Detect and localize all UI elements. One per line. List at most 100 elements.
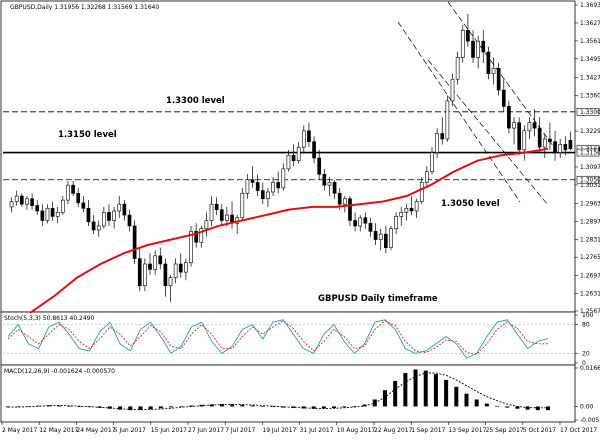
candle-body-102: [532, 122, 537, 129]
channel-line-lower: [427, 59, 549, 206]
price-tick-label-6: 1.33000: [580, 109, 600, 116]
candle-body-77: [404, 207, 409, 213]
level-1-3300-label: 1.3300 level: [166, 96, 225, 106]
candle-body-30: [163, 263, 168, 287]
candle-body-81: [425, 171, 429, 183]
price-tick-label-14: 1.28970: [580, 218, 600, 225]
candle-body-62: [327, 182, 332, 186]
price-tick-label-11: 1.30500: [580, 177, 600, 184]
price-tick-label-2: 1.35610: [580, 38, 600, 45]
price-tick-box-6: [576, 108, 600, 116]
candle-body-13: [76, 193, 81, 204]
candle-body-6: [40, 210, 45, 221]
level-1-3050-label: 1.3050 level: [441, 199, 500, 209]
macd-bar-48: [495, 405, 500, 407]
candle-body-36: [194, 231, 198, 243]
price-tick-box-9: [576, 148, 600, 157]
macd-axis: 0.016647 0.00 -0.005881: [575, 365, 600, 424]
channel-line-upper: [447, 1, 557, 151]
candle-body-51: [271, 182, 275, 193]
candle-body-107: [558, 144, 563, 153]
candle-body-28: [153, 255, 157, 270]
stoch-title: Stoch(5,3,3) 50.8613 40.2490: [4, 315, 95, 322]
candle-body-84: [440, 133, 445, 140]
macd-bar-16: [169, 406, 174, 408]
channel-line-middle: [397, 21, 521, 203]
candle-body-52: [276, 182, 281, 189]
price-tick-label-12: 1.30310: [580, 182, 600, 189]
candle-body-64: [337, 193, 342, 205]
candle-body-106: [553, 141, 557, 153]
candle-body-8: [50, 207, 55, 217]
candle-body-1: [14, 195, 19, 202]
macd-bar-46: [474, 399, 479, 407]
timeframe-note: GBPUSD Daily timeframe: [318, 294, 438, 304]
candle-body-82: [430, 152, 434, 172]
macd-bar-45: [464, 393, 469, 407]
macd-signal-line: [8, 372, 548, 411]
price-tick-label-18: 1.26310: [580, 291, 600, 298]
candle-body-2: [19, 195, 24, 205]
candle-body-3: [25, 198, 29, 205]
candle-body-46: [245, 179, 250, 194]
candle-body-94: [491, 68, 496, 75]
candle-body-95: [496, 68, 501, 91]
candle-body-32: [173, 263, 178, 278]
candle-body-74: [389, 228, 393, 248]
candle-body-83: [435, 133, 439, 153]
macd-bar-12: [128, 406, 133, 411]
candle-body-101: [527, 122, 532, 132]
candle-body-42: [225, 214, 229, 221]
macd-bar-33: [342, 406, 347, 408]
candle-body-26: [143, 263, 147, 287]
x-tick-label-0: 2 May 2017: [2, 427, 37, 434]
candle-body-38: [204, 220, 209, 229]
candle-body-109: [568, 140, 573, 150]
macd-bar-37: [382, 390, 387, 407]
macd-bar-7: [77, 406, 82, 408]
candle-body-18: [102, 212, 106, 227]
macd-tick-label-2: -0.005881: [580, 417, 600, 424]
candle-body-68: [358, 217, 363, 227]
x-tick-label-12: 13 Sep 2017: [448, 427, 486, 434]
x-tick-label-2: 24 May 2017: [76, 427, 115, 434]
candle-body-48: [255, 182, 260, 191]
x-tick-label-8: 31 Jul 2017: [300, 427, 334, 434]
macd-bar-4: [46, 405, 51, 407]
candle-body-104: [542, 138, 547, 148]
macd-tick-label-1: 0.00: [580, 403, 594, 410]
candle-body-79: [414, 201, 419, 212]
x-tick-label-10: 22 Aug 2017: [374, 427, 413, 434]
macd-bar-52: [535, 406, 540, 411]
stoch-tick-label-1: 80: [582, 322, 590, 329]
macd-bar-30: [311, 406, 316, 409]
candle-body-7: [45, 207, 50, 221]
x-tick-label-1: 12 May 2017: [39, 427, 78, 434]
moving-average: [29, 147, 549, 314]
macd-bar-53: [546, 406, 550, 411]
macd-bar-22: [230, 404, 235, 407]
macd-bar-43: [444, 379, 449, 407]
candle-body-63: [332, 182, 337, 194]
macd-bar-39: [403, 372, 408, 407]
macd-bar-27: [281, 406, 286, 408]
price-tick-label-3: 1.34950: [580, 56, 600, 63]
candle-body-55: [291, 154, 296, 162]
candle-body-78: [409, 207, 414, 212]
price-tick-label-19: 1.25670: [580, 308, 600, 315]
candle-body-99: [517, 122, 522, 151]
macd-bar-38: [393, 381, 398, 407]
candle-body-20: [112, 210, 116, 221]
macd-bar-32: [332, 406, 337, 409]
candle-body-17: [96, 225, 101, 231]
macd-bar-25: [260, 406, 265, 407]
price-tick-label-13: 1.29630: [580, 200, 600, 207]
candle-body-71: [373, 231, 378, 240]
macd-bar-17: [179, 406, 184, 408]
candle-body-9: [55, 212, 60, 217]
x-tick-label-14: 5 Oct 2017: [523, 427, 556, 434]
ma-line: [29, 147, 549, 314]
candle-body-60: [317, 157, 322, 175]
candle-body-21: [117, 203, 122, 212]
candle-body-50: [266, 191, 270, 200]
